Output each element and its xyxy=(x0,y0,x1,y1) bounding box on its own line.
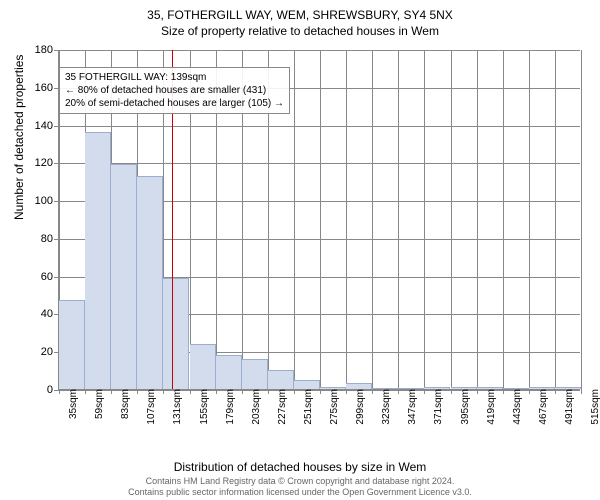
bar xyxy=(372,388,398,389)
xtick-label: 155sqm xyxy=(193,389,210,425)
bar xyxy=(346,383,372,389)
bar xyxy=(529,387,555,389)
footer-line-2: Contains public sector information licen… xyxy=(0,487,600,498)
bar xyxy=(216,355,242,389)
bar xyxy=(294,380,320,389)
grid-line-v xyxy=(424,50,425,389)
grid-line-v xyxy=(372,50,373,389)
bar xyxy=(190,344,216,389)
xtick-label: 59sqm xyxy=(88,389,105,419)
xtick xyxy=(529,389,530,394)
xtick-label: 227sqm xyxy=(271,389,288,425)
grid-line-v xyxy=(294,50,295,389)
xtick xyxy=(424,389,425,394)
xtick xyxy=(346,389,347,394)
ytick-label: 100 xyxy=(35,195,59,207)
grid-line-v xyxy=(529,50,530,389)
bar xyxy=(451,387,477,389)
bar xyxy=(268,370,294,389)
xtick xyxy=(320,389,321,394)
bar xyxy=(398,388,424,389)
x-axis-title: Distribution of detached houses by size … xyxy=(0,460,600,474)
plot-region: 02040608010012014016018035sqm59sqm83sqm1… xyxy=(58,50,580,390)
bar xyxy=(555,387,581,389)
chart-title: 35, FOTHERGILL WAY, WEM, SHREWSBURY, SY4… xyxy=(0,0,600,22)
ytick-label: 80 xyxy=(41,233,59,245)
xtick-label: 107sqm xyxy=(140,389,157,425)
xtick xyxy=(555,389,556,394)
annotation-line: 35 FOTHERGILL WAY: 139sqm xyxy=(65,71,284,84)
bar xyxy=(503,388,529,389)
bar xyxy=(477,387,503,389)
xtick xyxy=(294,389,295,394)
bar xyxy=(320,387,346,389)
ytick-label: 140 xyxy=(35,120,59,132)
ytick-label: 20 xyxy=(41,346,59,358)
xtick-label: 323sqm xyxy=(375,389,392,425)
annotation-box: 35 FOTHERGILL WAY: 139sqm← 80% of detach… xyxy=(59,67,290,114)
xtick-label: 371sqm xyxy=(427,389,444,425)
chart-subtitle: Size of property relative to detached ho… xyxy=(0,22,600,38)
ytick-label: 60 xyxy=(41,271,59,283)
xtick xyxy=(59,389,60,394)
grid-line-v xyxy=(581,50,582,389)
xtick-label: 131sqm xyxy=(166,389,183,425)
xtick xyxy=(190,389,191,394)
footer-line-1: Contains HM Land Registry data © Crown c… xyxy=(0,476,600,487)
xtick-label: 347sqm xyxy=(401,389,418,425)
bar xyxy=(137,176,163,389)
grid-line-v xyxy=(320,50,321,389)
xtick-label: 491sqm xyxy=(558,389,575,425)
xtick xyxy=(85,389,86,394)
footer: Contains HM Land Registry data © Crown c… xyxy=(0,476,600,498)
xtick-label: 443sqm xyxy=(506,389,523,425)
xtick-label: 467sqm xyxy=(532,389,549,425)
ytick-label: 180 xyxy=(35,44,59,56)
y-axis-title: Number of detached properties xyxy=(12,55,26,220)
bar xyxy=(111,164,137,389)
xtick xyxy=(163,389,164,394)
xtick-label: 395sqm xyxy=(454,389,471,425)
ytick-label: 160 xyxy=(35,82,59,94)
grid-line-v xyxy=(451,50,452,389)
xtick-label: 515sqm xyxy=(584,389,600,425)
ytick-label: 120 xyxy=(35,157,59,169)
xtick-label: 179sqm xyxy=(219,389,236,425)
chart-area: 02040608010012014016018035sqm59sqm83sqm1… xyxy=(58,50,580,420)
xtick xyxy=(398,389,399,394)
xtick-label: 251sqm xyxy=(297,389,314,425)
xtick xyxy=(216,389,217,394)
xtick xyxy=(242,389,243,394)
bar xyxy=(424,387,450,389)
xtick xyxy=(477,389,478,394)
bar xyxy=(85,132,111,389)
xtick xyxy=(451,389,452,394)
grid-line-v xyxy=(398,50,399,389)
xtick-label: 299sqm xyxy=(349,389,366,425)
xtick-label: 83sqm xyxy=(114,389,131,419)
grid-line-v xyxy=(477,50,478,389)
grid-line-v xyxy=(555,50,556,389)
annotation-line: 20% of semi-detached houses are larger (… xyxy=(65,97,284,110)
xtick xyxy=(581,389,582,394)
grid-line-v xyxy=(346,50,347,389)
xtick xyxy=(372,389,373,394)
bar xyxy=(242,359,268,389)
bar xyxy=(59,300,85,389)
ytick-label: 40 xyxy=(41,308,59,320)
xtick xyxy=(111,389,112,394)
xtick-label: 35sqm xyxy=(62,389,79,419)
xtick-label: 203sqm xyxy=(245,389,262,425)
annotation-line: ← 80% of detached houses are smaller (43… xyxy=(65,84,284,97)
xtick xyxy=(503,389,504,394)
xtick-label: 275sqm xyxy=(323,389,340,425)
bar xyxy=(163,278,189,389)
grid-line-v xyxy=(503,50,504,389)
ytick-label: 0 xyxy=(47,384,59,396)
chart-container: 35, FOTHERGILL WAY, WEM, SHREWSBURY, SY4… xyxy=(0,0,600,500)
xtick-label: 419sqm xyxy=(480,389,497,425)
xtick xyxy=(137,389,138,394)
xtick xyxy=(268,389,269,394)
